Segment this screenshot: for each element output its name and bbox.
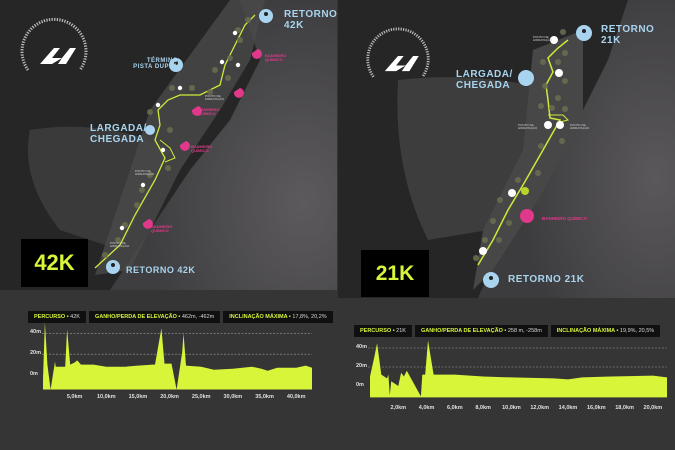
- y-tick-label: 40m: [30, 329, 42, 336]
- max-incline-box: INCLINAÇÃO MÁXIMA • 17,8%, 20,2%: [223, 311, 333, 323]
- elevation-gain-box: GANHO/PERDA DE ELEVAÇÃO • 258 m, -258m: [414, 325, 548, 337]
- label-banheiro-quimico: BANHEIRO QUÍMICO: [542, 216, 587, 221]
- x-tick-label: 5,0km: [66, 394, 83, 400]
- label-termino-pista-dupla: TÉRMINO PISTA DUPLA: [133, 58, 178, 71]
- km-markers: [473, 29, 568, 261]
- route-21k: [477, 39, 569, 266]
- chart-21k-header: PERCURSO • 21K GANHO/PERDA DE ELEVAÇÃO •…: [354, 325, 661, 337]
- x-tick-label: 12,0km: [530, 405, 550, 411]
- label-banheiro-quimico: BANHEIRO QUÍMICO: [191, 144, 213, 154]
- x-tick-label: 25,0km: [191, 394, 211, 400]
- label-banheiro-quimico: BANHEIRO QUÍMICO: [198, 107, 220, 117]
- label-ponto-hidratacao: PONTO DE HIDRATAÇÃO: [135, 169, 155, 177]
- label-retorno-21k-top: RETORNO 21K: [601, 24, 655, 46]
- x-tick-label: 14,0km: [558, 405, 578, 411]
- x-tick-label: 18,0km: [615, 405, 634, 411]
- pin-markers: [106, 9, 273, 274]
- y-tick-label: 20m: [356, 363, 368, 369]
- x-tick-label: 6,0km: [447, 405, 463, 411]
- x-tick-label: 15,0km: [128, 394, 148, 400]
- water-station-icons: [479, 36, 564, 255]
- label-ponto-hidratacao: PONTO DE HIDRATAÇÃO: [518, 123, 538, 131]
- map-42k: RETORNO 42K TÉRMINO PISTA DUPLA LARGADA/…: [0, 0, 337, 290]
- water-station-icons: [119, 30, 241, 231]
- label-ponto-hidratacao: PONTO DE HIDRATAÇÃO: [205, 94, 225, 102]
- x-tick-label: 10,0km: [96, 394, 116, 400]
- percurso-box: PERCURSO • 42K: [28, 311, 86, 323]
- label-ponto-hidratacao: PONTO DE HIDRATAÇÃO: [533, 35, 553, 43]
- label-largada-chegada: LARGADA/ CHEGADA: [456, 69, 513, 91]
- label-largada-chegada: LARGADA/ CHEGADA: [90, 123, 147, 145]
- label-retorno-42k-top: RETORNO 42K: [284, 9, 337, 31]
- x-tick-label: 10,0km: [502, 405, 521, 411]
- badge-42k: 42K: [21, 239, 88, 287]
- x-tick-label: 35,0km: [255, 394, 274, 400]
- marathon-logo: [366, 27, 430, 78]
- x-tick-label: 20,0km: [160, 394, 179, 400]
- y-tick-label: 0m: [356, 382, 364, 388]
- map-21k: RETORNO 21K LARGADA/ CHEGADA RETORNO 21K…: [338, 0, 675, 298]
- map-42k-satellite: [0, 0, 337, 290]
- marathon-logo: [20, 17, 88, 71]
- label-retorno-42k-bottom: RETORNO 42K: [126, 265, 196, 275]
- elevation-area: [43, 322, 312, 390]
- x-tick-label: 30,0km: [223, 394, 243, 400]
- map-21k-satellite: [338, 0, 675, 298]
- chart-42k-header: PERCURSO • 42K GANHO/PERDA DE ELEVAÇÃO •…: [28, 311, 333, 323]
- x-tick-label: 2,0km: [390, 405, 407, 411]
- x-tick-label: 16,0km: [586, 405, 606, 411]
- percurso-box: PERCURSO • 21K: [354, 325, 412, 337]
- x-tick-label: 4,0km: [418, 405, 435, 411]
- label-retorno-21k-bottom: RETORNO 21K: [508, 274, 585, 285]
- y-tick-label: 40m: [356, 344, 368, 350]
- label-banheiro-quimico: BANHEIRO QUÍMICO: [265, 53, 287, 63]
- label-ponto-hidratacao: PONTO DE HIDRATAÇÃO: [110, 241, 130, 249]
- x-tick-label: 8,0km: [475, 405, 491, 411]
- y-tick-label: 20m: [30, 350, 42, 357]
- badge-21k: 21K: [361, 250, 429, 297]
- y-tick-label: 0m: [30, 371, 38, 377]
- elevation-gain-box: GANHO/PERDA DE ELEVAÇÃO • 462m, -462m: [88, 311, 221, 323]
- toilet-markers: [142, 49, 262, 229]
- max-incline-box: INCLINAÇÃO MÁXIMA • 19,9%, 20,5%: [550, 325, 661, 337]
- x-tick-label: 20,0km: [643, 405, 663, 411]
- label-banheiro-quimico: BANHEIRO QUÍMICO: [151, 224, 173, 234]
- label-ponto-hidratacao: PONTO DE HIDRATAÇÃO: [570, 123, 590, 131]
- toilet-marker: [520, 209, 534, 223]
- x-tick-label: 40,0km: [286, 394, 306, 400]
